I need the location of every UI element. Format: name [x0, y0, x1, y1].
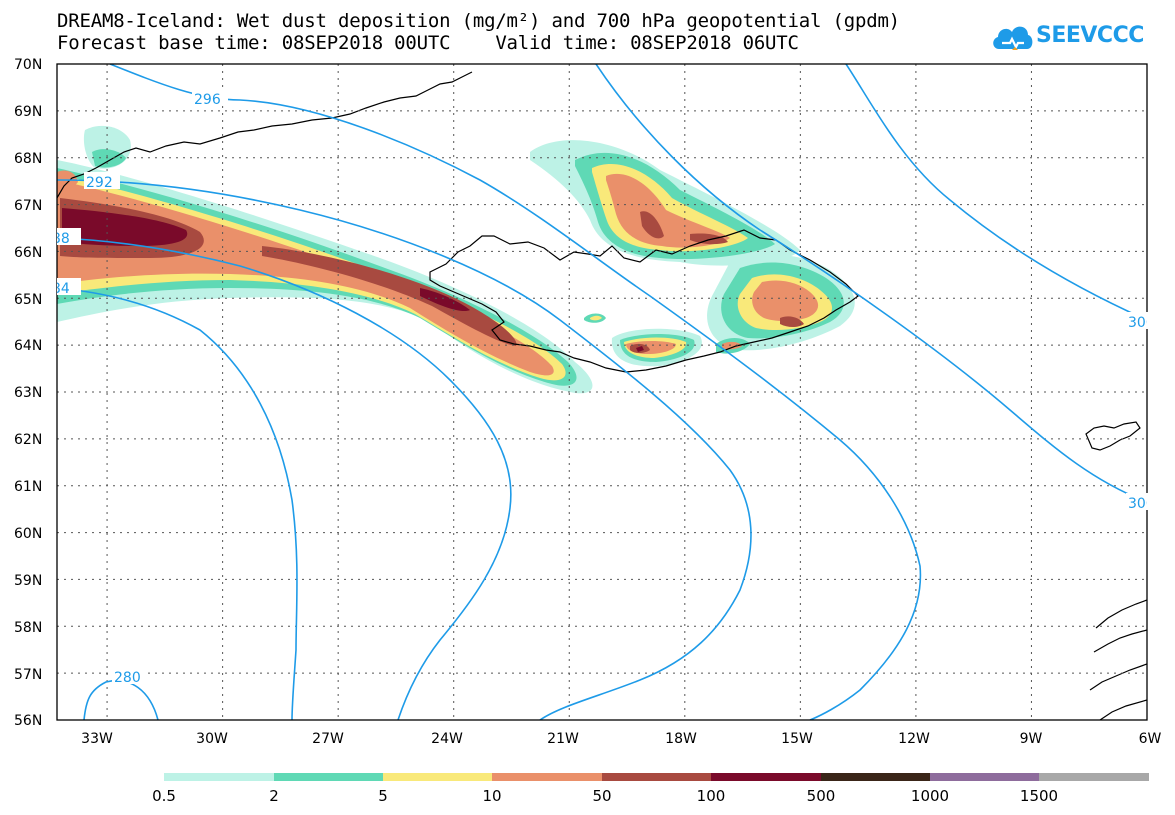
- contour-label-280: 280: [114, 670, 141, 686]
- lat-label: 60N: [14, 526, 42, 542]
- contour-label-300-b: 300: [1128, 496, 1155, 512]
- lat-label: 61N: [14, 479, 42, 495]
- dust-area-greenland-2: [92, 149, 126, 168]
- dust-area-north-50: [640, 211, 728, 245]
- lon-label: 21W: [547, 731, 579, 747]
- lat-label: 58N: [14, 620, 42, 636]
- lon-label: 15W: [781, 731, 813, 747]
- legend-swatch: [821, 773, 930, 781]
- lon-label: 27W: [312, 731, 344, 747]
- legend-swatch: [164, 773, 274, 781]
- contour-labels: 296 292 288 284 280 300 300: [43, 89, 1155, 686]
- legend-label: 2: [269, 787, 279, 805]
- lat-label: 64N: [14, 338, 42, 354]
- contour-label-bg: [57, 278, 81, 295]
- lon-label: 9W: [1020, 731, 1043, 747]
- contour-label-292: 292: [86, 175, 113, 191]
- lat-label: 56N: [14, 713, 42, 729]
- legend-label: 1500: [1020, 787, 1058, 805]
- legend-swatch: [602, 773, 711, 781]
- legend-swatch: [492, 773, 602, 781]
- contour-284: [57, 287, 298, 720]
- lat-label: 62N: [14, 432, 42, 448]
- logo-text: SEEVCCC: [1036, 23, 1144, 48]
- scotland-coastline: [1089, 599, 1147, 720]
- contour-292: [57, 179, 752, 720]
- lat-label: 63N: [14, 385, 42, 401]
- dust-area-east-50: [780, 316, 804, 327]
- greenland-coastline: [57, 71, 473, 199]
- contour-label-bg: [1126, 312, 1148, 329]
- legend-label: 10: [482, 787, 501, 805]
- lon-label: 12W: [898, 731, 930, 747]
- dust-deposition-shading: [57, 125, 855, 394]
- legend-swatch: [1039, 773, 1149, 781]
- lat-label: 66N: [14, 245, 42, 261]
- contour-label-300-a: 300: [1128, 315, 1155, 331]
- latitude-labels: 70N 69N 68N 67N 66N 65N 64N 63N 62N 61N …: [14, 57, 42, 729]
- legend-colorbar: [164, 773, 1149, 781]
- lat-label: 68N: [14, 151, 42, 167]
- dust-area-southeast-core: [722, 341, 742, 350]
- lon-label: 6W: [1139, 731, 1162, 747]
- geopotential-contours: [57, 64, 1147, 720]
- coastlines: [57, 71, 1147, 720]
- legend-label: 0.5: [152, 787, 176, 805]
- longitude-labels: 33W 30W 27W 24W 21W 18W 15W 12W 9W 6W: [81, 731, 1161, 747]
- legend-label: 500: [807, 787, 836, 805]
- graticule: [57, 64, 1147, 720]
- legend-label: 50: [592, 787, 611, 805]
- contour-label-288: 288: [43, 231, 70, 247]
- contour-label-284: 284: [43, 281, 70, 297]
- contour-label-bg: [57, 228, 81, 245]
- lat-label: 70N: [14, 57, 42, 73]
- lon-label: 30W: [196, 731, 228, 747]
- contour-288: [57, 237, 512, 720]
- lon-label: 18W: [665, 731, 697, 747]
- lat-label: 57N: [14, 667, 42, 683]
- lat-label: 69N: [14, 104, 42, 120]
- contour-label-bg: [192, 89, 228, 106]
- lat-label: 67N: [14, 198, 42, 214]
- faroe-coastline: [1085, 421, 1141, 451]
- map-title: DREAM8-Iceland: Wet dust deposition (mg/…: [57, 10, 900, 32]
- contour-296: [109, 64, 922, 720]
- lon-label: 24W: [431, 731, 463, 747]
- dust-area-west-spot-core: [590, 315, 602, 321]
- contour-label-bg: [84, 172, 120, 189]
- lat-label: 59N: [14, 573, 42, 589]
- cloud-icon: [993, 26, 1033, 50]
- forecast-times: Forecast base time: 08SEP2018 00UTC Vali…: [57, 32, 799, 54]
- contour-label-bg: [1126, 493, 1148, 510]
- legend-swatch: [383, 773, 492, 781]
- legend-swatch: [930, 773, 1039, 781]
- dust-area-100: [62, 208, 470, 312]
- dust-area-south-100: [636, 346, 644, 352]
- lon-label: 33W: [81, 731, 113, 747]
- legend-labels: 0.5 2 5 10 50 100 500 1000 1500: [152, 787, 1058, 805]
- legend-label: 1000: [911, 787, 949, 805]
- dust-area-north-10: [606, 173, 730, 248]
- contour-label-bg: [112, 667, 148, 684]
- contour-300-b: [845, 64, 1147, 321]
- dust-area-east-10: [752, 280, 819, 321]
- legend-label: 5: [378, 787, 388, 805]
- seevccc-logo: SEEVCCC: [990, 17, 1144, 61]
- legend-swatch: [274, 773, 383, 781]
- contour-280: [83, 679, 159, 720]
- plot-frame: [56, 63, 1148, 721]
- contour-300-a: [595, 64, 1147, 503]
- iceland-coastline: [429, 229, 859, 373]
- legend-swatch: [711, 773, 821, 781]
- lat-label: 65N: [14, 292, 42, 308]
- legend-label: 100: [697, 787, 726, 805]
- contour-label-296: 296: [194, 92, 221, 108]
